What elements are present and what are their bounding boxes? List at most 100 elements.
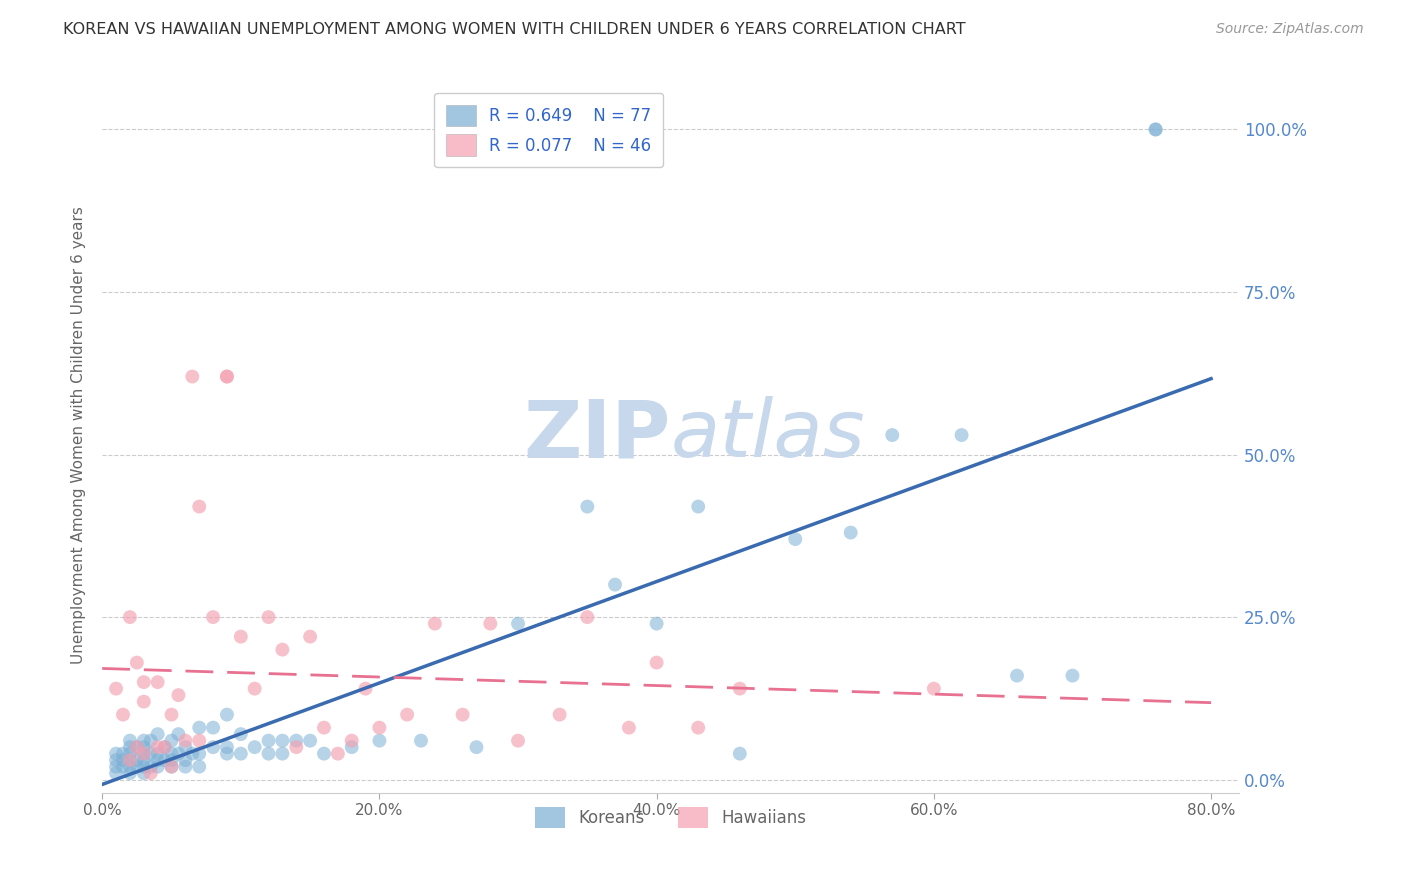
Point: [576, 500, 599, 514]
Point: [271, 642, 294, 657]
Point: [1144, 122, 1167, 136]
Point: [882, 428, 904, 442]
Point: [153, 753, 176, 767]
Point: [132, 695, 155, 709]
Point: [299, 733, 322, 747]
Point: [125, 759, 148, 773]
Point: [285, 733, 308, 747]
Point: [160, 707, 183, 722]
Point: [1144, 122, 1167, 136]
Point: [465, 740, 488, 755]
Point: [645, 656, 668, 670]
Point: [118, 733, 141, 747]
Point: [617, 721, 640, 735]
Point: [111, 747, 134, 761]
Point: [215, 747, 238, 761]
Point: [153, 740, 176, 755]
Point: [174, 733, 197, 747]
Point: [139, 766, 162, 780]
Point: [132, 766, 155, 780]
Point: [125, 740, 148, 755]
Point: [125, 740, 148, 755]
Point: [118, 766, 141, 780]
Point: [188, 759, 211, 773]
Point: [160, 759, 183, 773]
Point: [174, 740, 197, 755]
Point: [271, 733, 294, 747]
Point: [688, 721, 710, 735]
Point: [188, 500, 211, 514]
Point: [645, 616, 668, 631]
Point: [139, 747, 162, 761]
Point: [146, 759, 169, 773]
Point: [202, 740, 225, 755]
Point: [118, 747, 141, 761]
Y-axis label: Unemployment Among Women with Children Under 6 years: Unemployment Among Women with Children U…: [72, 206, 86, 664]
Point: [146, 675, 169, 690]
Point: [243, 740, 266, 755]
Point: [215, 740, 238, 755]
Point: [728, 747, 751, 761]
Point: [229, 747, 252, 761]
Point: [132, 740, 155, 755]
Point: [202, 721, 225, 735]
Point: [1005, 668, 1028, 682]
Point: [340, 733, 363, 747]
Point: [174, 759, 197, 773]
Point: [839, 525, 862, 540]
Point: [257, 747, 280, 761]
Point: [548, 707, 571, 722]
Point: [340, 740, 363, 755]
Point: [1062, 668, 1084, 682]
Point: [181, 369, 204, 384]
Point: [125, 656, 148, 670]
Text: atlas: atlas: [671, 396, 865, 474]
Point: [368, 721, 391, 735]
Point: [118, 610, 141, 624]
Point: [132, 747, 155, 761]
Point: [132, 675, 155, 690]
Point: [181, 747, 204, 761]
Point: [111, 753, 134, 767]
Point: [188, 733, 211, 747]
Point: [111, 707, 134, 722]
Point: [139, 733, 162, 747]
Point: [215, 369, 238, 384]
Point: [160, 733, 183, 747]
Point: [105, 681, 128, 696]
Text: ZIP: ZIP: [523, 396, 671, 474]
Point: [451, 707, 474, 722]
Point: [229, 630, 252, 644]
Point: [950, 428, 973, 442]
Point: [111, 759, 134, 773]
Point: [160, 747, 183, 761]
Point: [229, 727, 252, 741]
Point: [257, 733, 280, 747]
Point: [354, 681, 377, 696]
Point: [139, 759, 162, 773]
Point: [299, 630, 322, 644]
Point: [506, 733, 529, 747]
Point: [105, 766, 128, 780]
Point: [423, 616, 446, 631]
Point: [132, 759, 155, 773]
Point: [160, 753, 183, 767]
Point: [243, 681, 266, 696]
Point: [326, 747, 349, 761]
Point: [688, 500, 710, 514]
Point: [257, 610, 280, 624]
Point: [132, 733, 155, 747]
Point: [188, 721, 211, 735]
Point: [132, 753, 155, 767]
Point: [271, 747, 294, 761]
Point: [146, 740, 169, 755]
Point: [922, 681, 945, 696]
Point: [728, 681, 751, 696]
Point: [576, 610, 599, 624]
Point: [153, 740, 176, 755]
Point: [188, 747, 211, 761]
Point: [785, 532, 807, 546]
Point: [146, 727, 169, 741]
Point: [312, 747, 335, 761]
Point: [312, 721, 335, 735]
